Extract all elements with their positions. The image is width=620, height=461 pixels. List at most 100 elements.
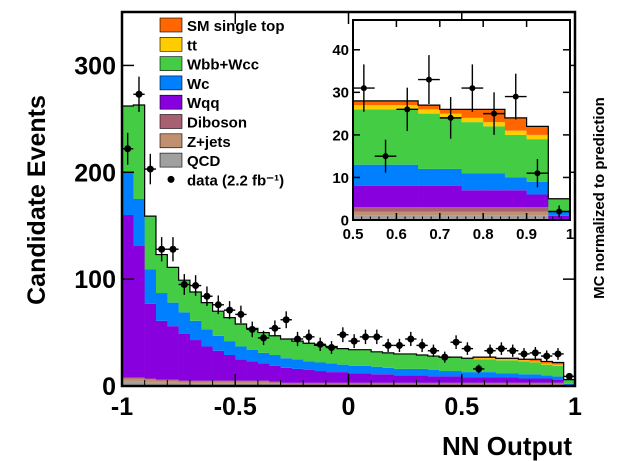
bar-wqq-10 [235,359,247,381]
bar-qcd-1 [374,215,397,220]
bar-z-jets-6 [483,211,506,216]
bar-wbb-wcc-37 [541,364,553,376]
bar-z-jets-3 [418,211,441,216]
bar-z-jets-33 [495,383,508,385]
bar-z-jets-8 [212,381,225,384]
legend-label-7: QCD [187,153,221,170]
bar-diboson-12 [257,380,270,382]
bar-qcd-5 [461,215,484,220]
bar-wc-38 [552,376,564,380]
bar-wqq-28 [439,376,451,383]
bar-z-jets-23 [382,383,395,385]
bar-wbb-wcc-39 [563,379,575,384]
bar-qcd-3 [418,215,441,220]
bar-wc-19 [337,364,349,373]
bar-diboson-22 [371,382,383,384]
bar-wc-37 [541,375,553,379]
bar-wqq-35 [518,378,530,383]
bar-wc-0 [122,172,134,216]
bar-wqq-6 [483,190,506,208]
inset-stacked-histogram [353,100,570,220]
data-point-35 [520,350,528,358]
bar-wqq-27 [427,376,440,383]
bar-wc-18 [325,363,338,373]
bar-wc-16 [303,361,315,370]
bar-sm-single-top-5 [461,109,484,118]
data-point-34 [509,347,517,355]
bar-wqq-2 [144,303,157,379]
bar-z-jets-28 [439,383,451,385]
bar-qcd-1 [133,381,145,386]
bar-wqq-15 [291,368,304,383]
bar-wqq-5 [178,333,191,381]
bar-diboson-26 [416,382,429,384]
legend-data-label: data (2.2 fb⁻¹) [187,172,284,189]
bar-wc-26 [416,368,429,376]
inset-frame [352,19,571,221]
bar-sm-single-top-3 [418,105,441,110]
x-tick-label-2: 0 [342,393,356,421]
bar-wbb-wcc-36 [529,362,542,375]
bar-wbb-wcc-0 [353,109,375,165]
bar-diboson-29 [450,382,463,384]
bar-z-jets-13 [269,382,281,384]
x-tick-label-5: 1 [566,226,574,243]
bar-wc-31 [473,372,485,378]
bar-diboson-8 [526,207,549,212]
bar-wc-35 [518,374,530,379]
bar-wbb-wcc-18 [325,346,338,364]
bar-wqq-1 [374,185,397,208]
data-point-32 [486,347,494,355]
data-point-18 [328,344,336,352]
legend-label-3: Wc [187,76,210,93]
bar-wc-36 [529,374,542,379]
bar-wqq-19 [337,372,349,383]
bar-wbb-wcc-28 [439,357,451,372]
bar-wbb-wcc-3 [418,113,441,169]
bar-diboson-30 [461,382,474,384]
data-point-8 [534,170,541,177]
bar-diboson-37 [541,382,553,384]
bar-wc-10 [235,346,247,360]
bar-wqq-37 [541,378,553,383]
y-axis-title: Candidate Events [23,95,51,305]
bar-wqq-17 [314,371,327,383]
data-point-1 [382,153,389,160]
y-tick-label-2: 20 [332,127,349,144]
x-tick-label-1: -0.5 [214,393,257,421]
bar-wbb-wcc-2 [144,216,157,270]
data-point-0 [360,85,367,92]
bar-z-jets-35 [518,383,530,385]
bar-wqq-3 [418,185,441,208]
bar-wc-23 [382,367,395,375]
bar-wbb-wcc-29 [450,357,463,372]
bar-z-jets-17 [314,383,327,385]
bar-wbb-wcc-11 [246,328,259,350]
bar-wc-32 [484,372,497,378]
bar-wqq-5 [461,190,484,208]
bar-wc-2 [144,269,157,304]
bar-wc-9 [223,341,236,356]
legend-label-4: Wqq [187,95,219,112]
bar-diboson-6 [483,207,506,212]
bar-z-jets-29 [450,383,463,385]
bar-z-jets-16 [303,383,315,385]
bar-wbb-wcc-30 [461,358,474,373]
bar-z-jets-9 [223,381,236,384]
main-stacked-histogram [122,104,575,386]
bar-tt-33 [495,359,508,361]
bar-z-jets-11 [246,381,259,384]
x-tick-label-0: 0.5 [343,226,364,243]
data-point-4 [447,114,454,121]
data-point-27 [429,347,437,355]
bar-wqq-8 [526,194,549,208]
bar-z-jets-32 [484,383,497,385]
bar-qcd-3 [155,382,168,386]
x-tick-label-3: 0.8 [473,226,494,243]
bar-qcd-7 [504,215,527,220]
bar-diboson-3 [418,207,441,212]
bar-tt-36 [529,361,542,363]
